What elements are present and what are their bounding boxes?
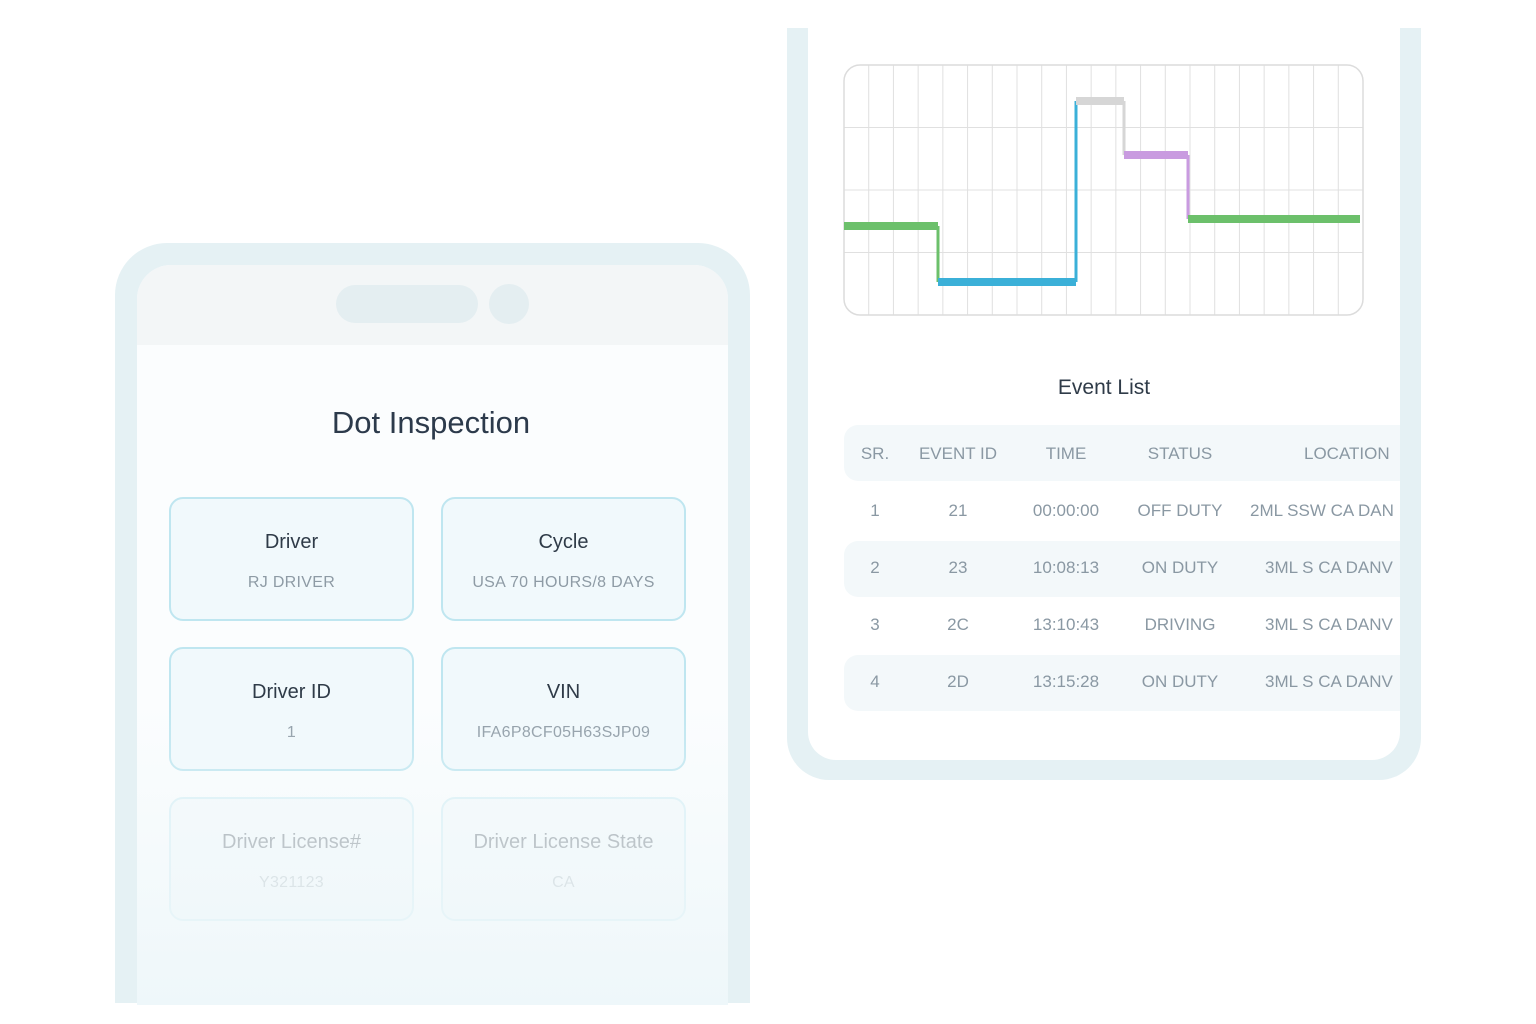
card-value: USA 70 HOURS/8 DAYS: [472, 574, 655, 591]
table-cell: 2C: [947, 615, 969, 634]
duty-lines: [844, 97, 1360, 286]
table-cell: ON DUTY: [1141, 672, 1219, 691]
table-cell: 21: [948, 501, 968, 520]
table-cell: DRIVING: [1144, 615, 1216, 634]
status-bar: [137, 265, 728, 345]
table-cell: 2: [870, 558, 880, 577]
table-cell: 13:15:28: [1032, 672, 1100, 691]
camera-dot: [489, 284, 529, 324]
column-header: EVENT ID: [918, 444, 998, 463]
card-value: RJ DRIVER: [247, 574, 336, 591]
card-label: Driver: [264, 531, 319, 553]
column-header: SR.: [860, 444, 890, 463]
table-cell: 13:10:43: [1032, 615, 1100, 634]
column-header: STATUS: [1147, 444, 1213, 463]
table-cell: 3ML S CA DANV: [1265, 672, 1393, 691]
table-cell: 3ML S CA DANV: [1265, 615, 1393, 634]
table-cell: ON DUTY: [1141, 558, 1219, 577]
card-label: Driver ID: [252, 681, 331, 703]
table-cell: OFF DUTY: [1137, 501, 1223, 520]
table-cell: 2ML SSW CA DAN: [1250, 501, 1394, 520]
camera-pill: [336, 285, 478, 323]
table-cell: 1: [870, 501, 880, 520]
table-cell: 4: [870, 672, 880, 691]
table-header: [844, 425, 1400, 481]
info-card: Cycle USA 70 HOURS/8 DAYS: [441, 497, 686, 621]
table-cell: 23: [948, 558, 968, 577]
table-cell: 00:00:00: [1032, 501, 1100, 520]
phone-screen: Dot Inspection Driver RJ DRIVER Cycle USA 7…: [137, 265, 728, 1005]
table-cell: 3: [870, 615, 880, 634]
row-background: [844, 541, 1400, 597]
table-cell: 3ML S CA DANV: [1265, 558, 1393, 577]
section-title: Event List: [1057, 376, 1151, 399]
card-label: Cycle: [538, 531, 589, 553]
fade-overlay: [137, 705, 728, 1005]
table-cell: 2D: [947, 672, 969, 691]
phone-screen: Event List SR. EVENT ID TIME STATUS LOCATION…: [808, 28, 1400, 760]
graph-grid: [844, 65, 1363, 315]
row-background: [844, 655, 1400, 711]
log-graph: [843, 64, 1364, 316]
table-cell: 10:08:13: [1032, 558, 1100, 577]
card-label: VIN: [546, 681, 581, 703]
screen-title: Dot Inspection: [331, 405, 531, 440]
column-header: TIME: [1045, 444, 1087, 463]
graph-border: [843, 64, 1364, 316]
info-card: Driver RJ DRIVER: [169, 497, 414, 621]
column-header: LOCATION: [1304, 444, 1390, 463]
